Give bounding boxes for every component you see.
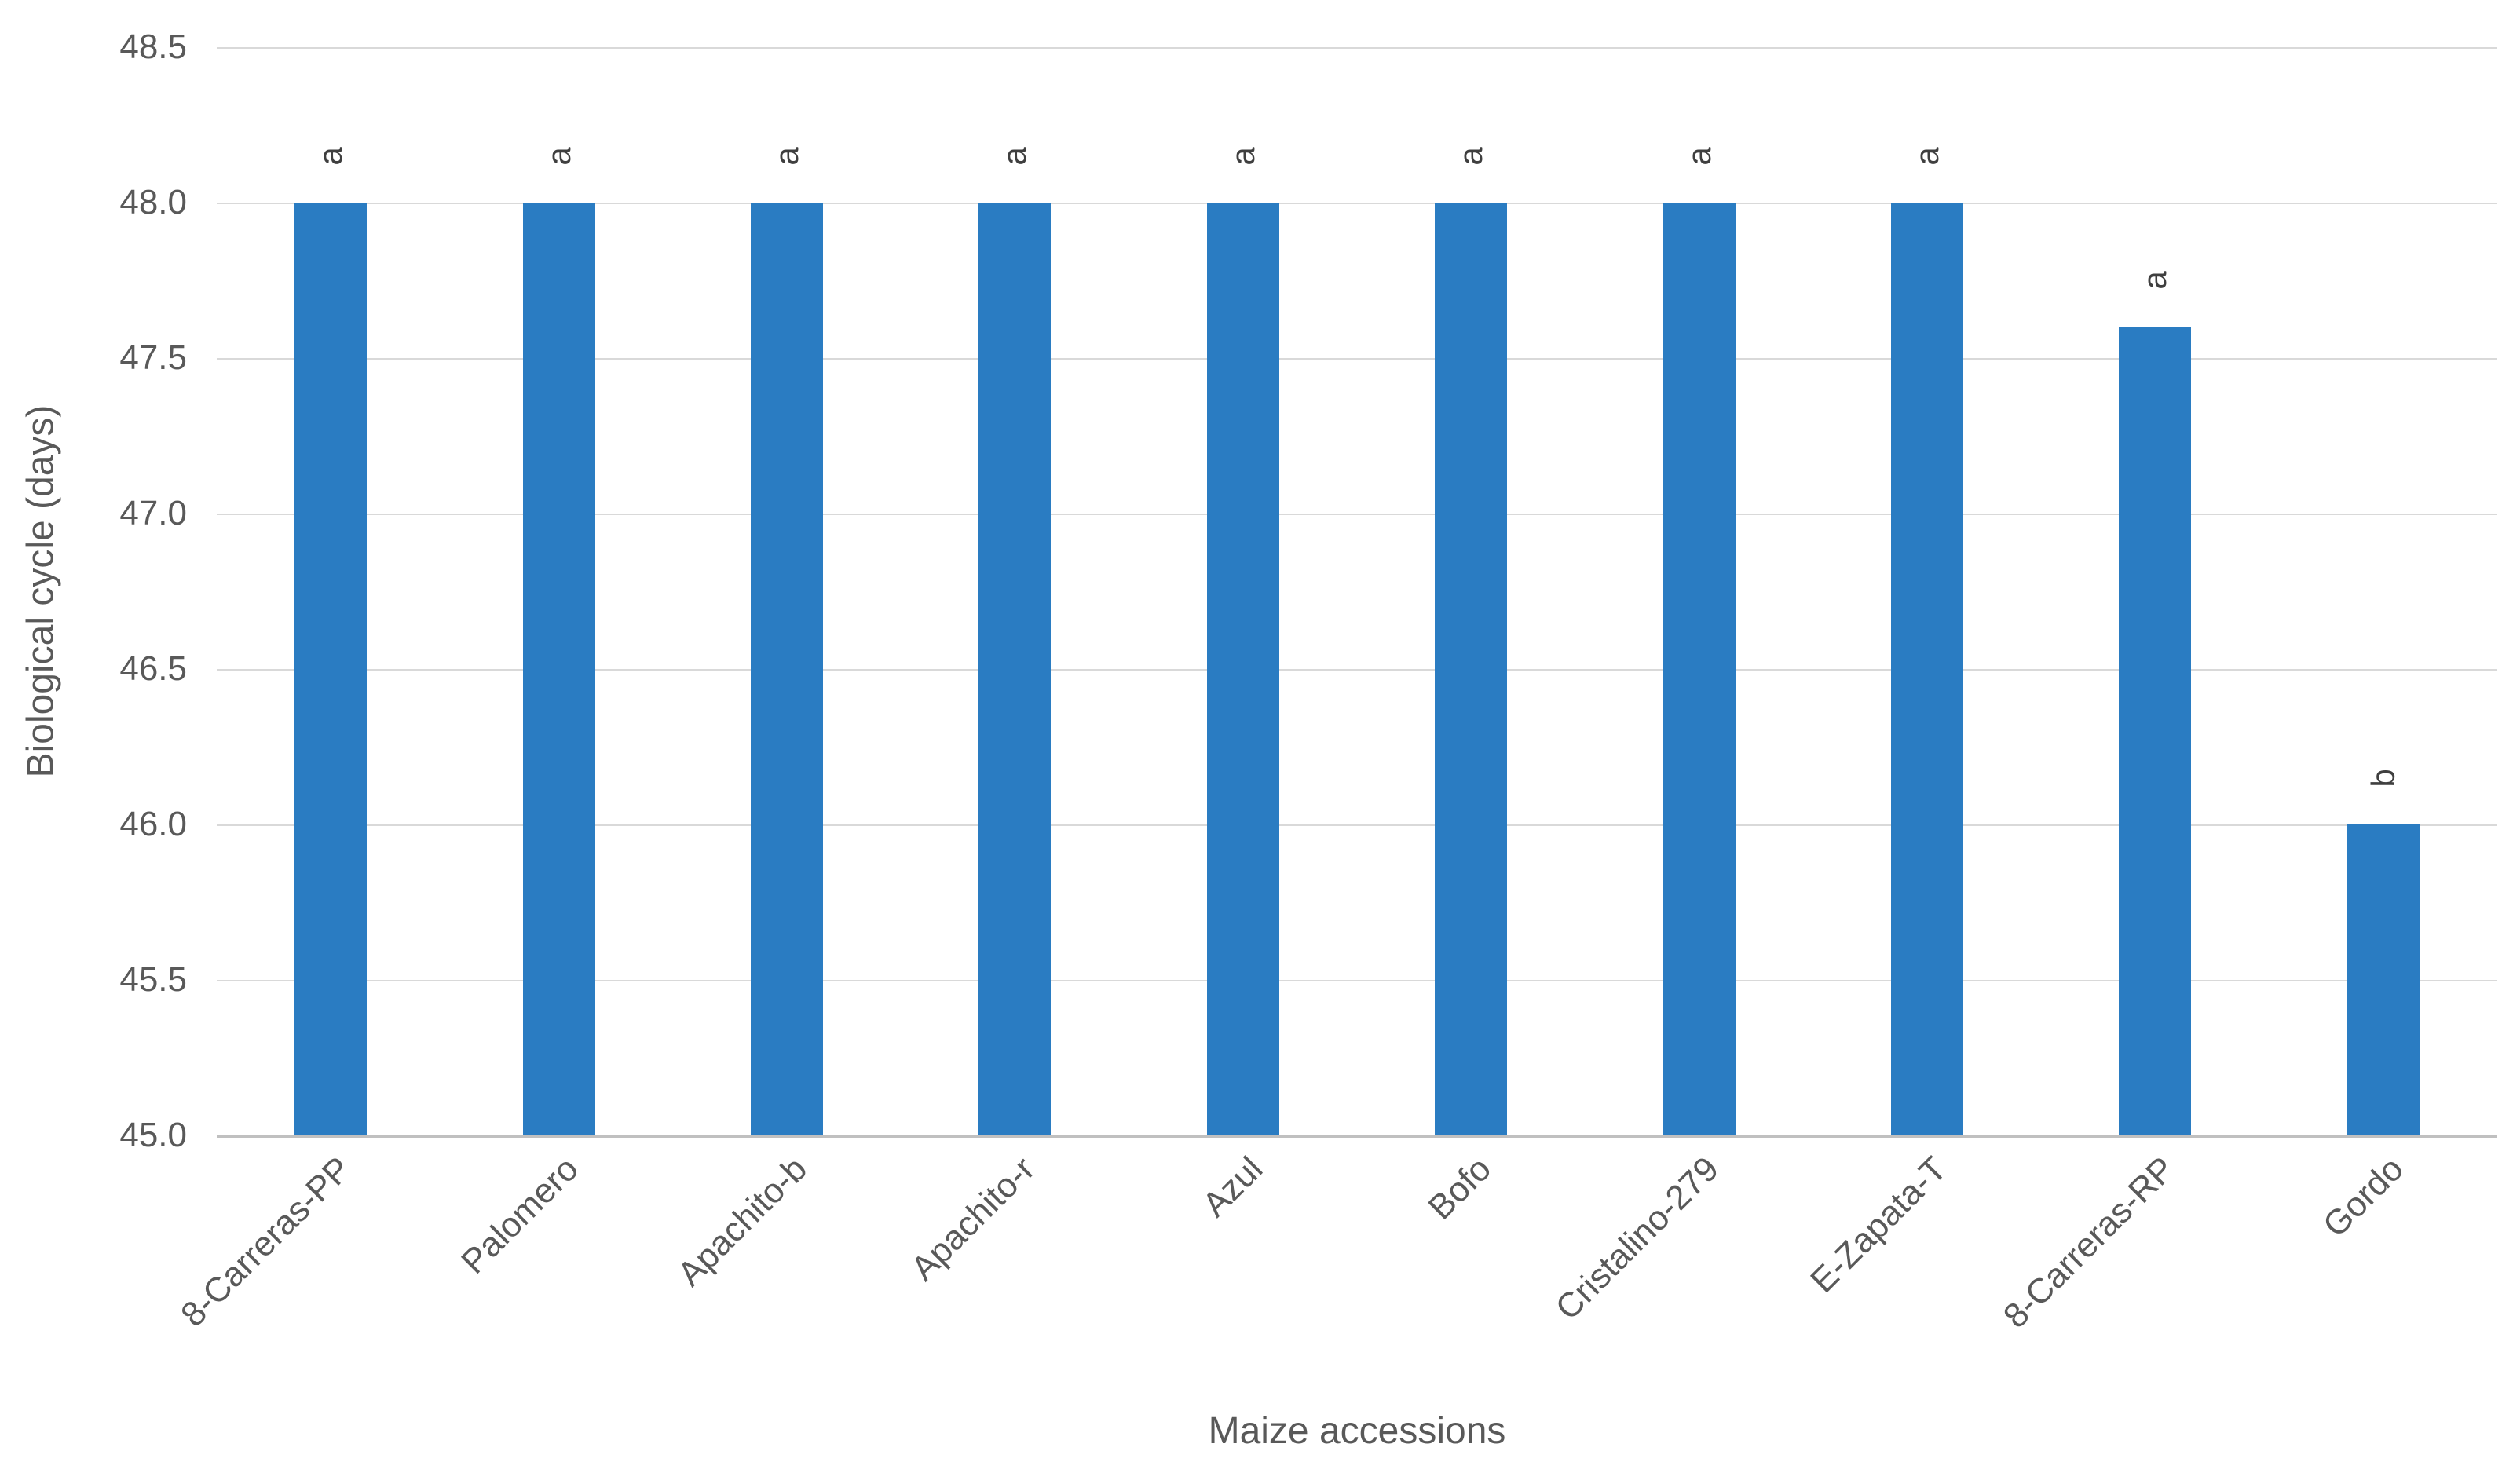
bar-Apachito-r bbox=[978, 203, 1052, 1135]
y-tick-label: 45.0 bbox=[119, 1116, 187, 1154]
y-tick-label: 46.0 bbox=[119, 805, 187, 843]
y-tick-label: 45.5 bbox=[119, 960, 187, 999]
bar-Gordo bbox=[2347, 824, 2420, 1135]
significance-letter: a bbox=[540, 147, 577, 166]
x-tick-label-text: 8-Carreras-PP bbox=[173, 1150, 358, 1335]
significance-letter: a bbox=[1224, 147, 1261, 166]
y-tick-label: 46.5 bbox=[119, 649, 187, 688]
y-tick-label: 48.0 bbox=[119, 183, 187, 221]
bar-8-Carreras-PP bbox=[294, 203, 368, 1135]
significance-letter: a bbox=[996, 147, 1033, 166]
bar-slot: a bbox=[2041, 47, 2269, 1135]
bar-slot: a bbox=[1357, 47, 1585, 1135]
x-tick-label-text: E-Zapata-T bbox=[1803, 1150, 1955, 1300]
gridline bbox=[217, 514, 2497, 515]
x-axis-line bbox=[217, 1135, 2497, 1138]
y-tick-label: 48.5 bbox=[119, 27, 187, 66]
bar-slot: a bbox=[444, 47, 672, 1135]
x-tick-label-text: Bofo bbox=[1421, 1150, 1498, 1227]
significance-letter: a bbox=[767, 147, 805, 166]
bar-Cristalino-279 bbox=[1663, 203, 1736, 1135]
bar-slot: a bbox=[1129, 47, 1357, 1135]
x-tick-label-text: 8-Carreras-RP bbox=[1996, 1150, 2183, 1336]
x-tick-label-text: Apachito-r bbox=[903, 1150, 1043, 1288]
bar-8-Carreras-RP bbox=[2119, 327, 2192, 1135]
y-tick-label: 47.5 bbox=[119, 338, 187, 377]
significance-letter: a bbox=[1680, 147, 1717, 166]
bar-Apachito-b bbox=[750, 203, 823, 1135]
significance-letter: a bbox=[1452, 147, 1490, 166]
gridline bbox=[217, 358, 2497, 360]
bar-slot: a bbox=[673, 47, 901, 1135]
significance-letter: a bbox=[2136, 271, 2174, 291]
significance-letter: a bbox=[312, 147, 349, 166]
x-tick-label-text: Cristalino-279 bbox=[1548, 1150, 1727, 1328]
y-tick-label: 47.0 bbox=[119, 494, 187, 532]
bar-slot: a bbox=[901, 47, 1128, 1135]
gridline bbox=[217, 669, 2497, 671]
plot-area: a a a a a a a a a b bbox=[217, 47, 2497, 1138]
gridline bbox=[217, 47, 2497, 49]
y-axis-tick-labels: 48.5 48.0 47.5 47.0 46.5 46.0 45.5 45.0 bbox=[0, 27, 187, 1154]
bar-Palomero bbox=[522, 203, 595, 1135]
bar-Bofo bbox=[1435, 203, 1508, 1135]
x-tick-label-text: Azul bbox=[1195, 1150, 1271, 1225]
bar-slot: b bbox=[2270, 47, 2497, 1135]
bar-E-Zapata-T bbox=[1890, 203, 1963, 1135]
gridline bbox=[217, 203, 2497, 204]
x-tick-label-text: Apachito-b bbox=[670, 1150, 814, 1294]
x-tick-label-text: Gordo bbox=[2315, 1150, 2411, 1245]
bar-slot: a bbox=[1813, 47, 2041, 1135]
significance-letter: a bbox=[1908, 147, 1945, 166]
significance-letter: b bbox=[2364, 769, 2401, 788]
bar-slot: a bbox=[1585, 47, 1812, 1135]
gridline bbox=[217, 980, 2497, 981]
bar-Azul bbox=[1206, 203, 1279, 1135]
x-tick-label-text: Palomero bbox=[454, 1150, 587, 1281]
bar-slot: a bbox=[217, 47, 444, 1135]
x-axis-tick-labels: 8-Carreras-PP Palomero Apachito-b Apachito-… bbox=[174, 1135, 2497, 1405]
x-axis-title: Maize accessions bbox=[1208, 1410, 1506, 1452]
gridline bbox=[217, 824, 2497, 826]
